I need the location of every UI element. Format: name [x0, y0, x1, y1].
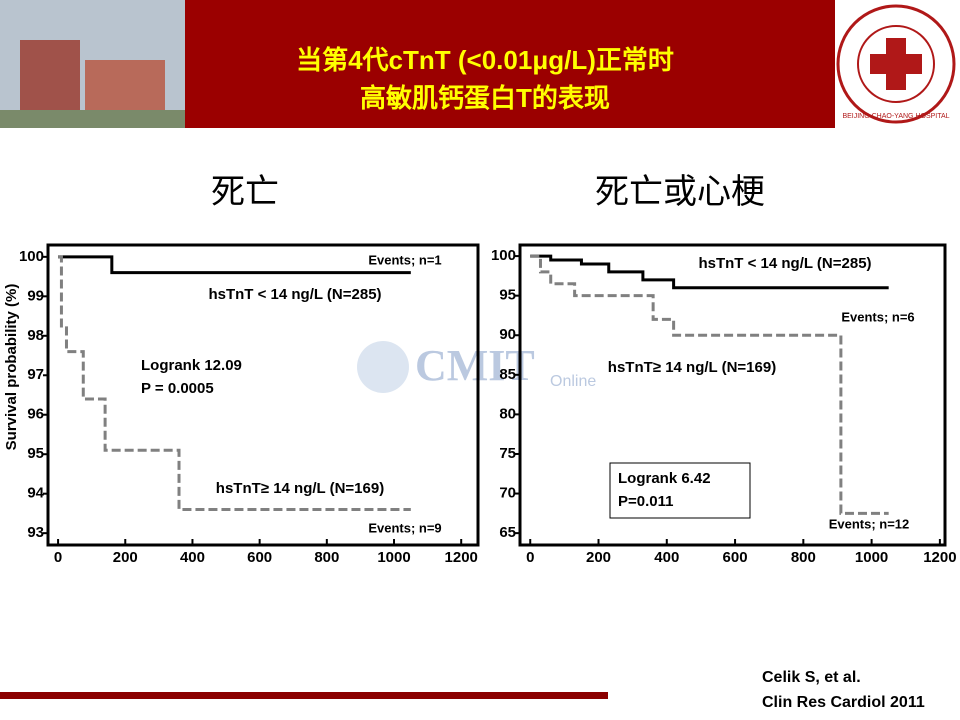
annotation: Events; n=9: [368, 520, 441, 535]
watermark: CMIT: [415, 341, 535, 390]
y-tick-label: 90: [499, 326, 516, 343]
x-tick-label: 400: [180, 549, 205, 566]
x-tick-label: 400: [654, 549, 679, 566]
logo: [857, 25, 935, 103]
citation: Clin Res Cardiol 2011: [762, 694, 925, 711]
logo-text: BEIJING CHAO-YANG HOSPITAL: [842, 113, 949, 120]
y-tick-label: 96: [27, 406, 44, 423]
y-tick-label: 94: [27, 485, 44, 502]
plot-frame: [46, 243, 480, 547]
stat-text: P = 0.0005: [141, 380, 214, 397]
annotation: Events; n=12: [829, 516, 910, 531]
y-tick-label: 95: [27, 445, 44, 462]
x-tick-label: 0: [526, 549, 534, 566]
y-tick-label: 100: [19, 248, 44, 265]
legend-label: hsTnT≥ 14 ng/L (N=169): [608, 359, 776, 376]
x-tick-label: 1200: [445, 549, 478, 566]
x-tick-label: 200: [586, 549, 611, 566]
stat-text: Logrank 12.09: [141, 357, 242, 374]
x-tick-label: 0: [54, 549, 62, 566]
y-tick-label: 75: [499, 445, 516, 462]
legend-label: hsTnT≥ 14 ng/L (N=169): [216, 480, 384, 497]
y-tick-label: 93: [27, 524, 44, 541]
citation: Celik S, et al.: [762, 669, 861, 686]
stat-text: Logrank 6.42: [618, 470, 711, 487]
legend-label: hsTnT < 14 ng/L (N=285): [698, 255, 871, 272]
x-tick-label: 200: [113, 549, 138, 566]
y-tick-label: 97: [27, 366, 44, 383]
x-tick-label: 1000: [377, 549, 410, 566]
x-tick-label: 1200: [923, 549, 956, 566]
x-tick-label: 1000: [855, 549, 888, 566]
y-tick-label: 100: [491, 247, 516, 264]
survival-curve: [58, 255, 411, 511]
x-tick-label: 600: [723, 549, 748, 566]
y-tick-label: 85: [499, 366, 516, 383]
stat-box: [609, 462, 751, 519]
annotation: Events; n=1: [368, 252, 441, 267]
y-tick-label: 98: [27, 327, 44, 344]
watermark: Online: [550, 373, 596, 390]
x-tick-label: 800: [791, 549, 816, 566]
x-tick-label: 800: [314, 549, 339, 566]
footer-bar: [0, 692, 608, 699]
survival-curve: [530, 254, 889, 515]
legend-label: hsTnT < 14 ng/L (N=285): [208, 286, 381, 303]
y-tick-label: 65: [499, 524, 516, 541]
chart-title: 死亡或心梗: [595, 173, 765, 211]
annotation: Events; n=6: [841, 309, 914, 324]
title-banner: [185, 0, 835, 128]
logo-cross: [870, 38, 922, 90]
x-tick-label: 600: [247, 549, 272, 566]
ground: [0, 110, 185, 128]
y-tick-label: 99: [27, 287, 44, 304]
stat-text: P=0.011: [618, 493, 673, 510]
survival-curve: [530, 254, 889, 290]
y-tick-label: 70: [499, 485, 516, 502]
title: 当第4代cTnT (<0.01μg/L)正常时: [296, 45, 674, 75]
y-tick-label: 80: [499, 405, 516, 422]
title: 高敏肌钙蛋白T的表现: [360, 83, 610, 113]
y-tick-label: 95: [499, 287, 516, 304]
chart-title: 死亡: [211, 173, 279, 211]
plot-frame: [518, 243, 947, 547]
survival-curve: [58, 255, 411, 275]
y-axis-label: Survival probability (%): [3, 284, 20, 451]
watermark-globe: [357, 341, 409, 393]
